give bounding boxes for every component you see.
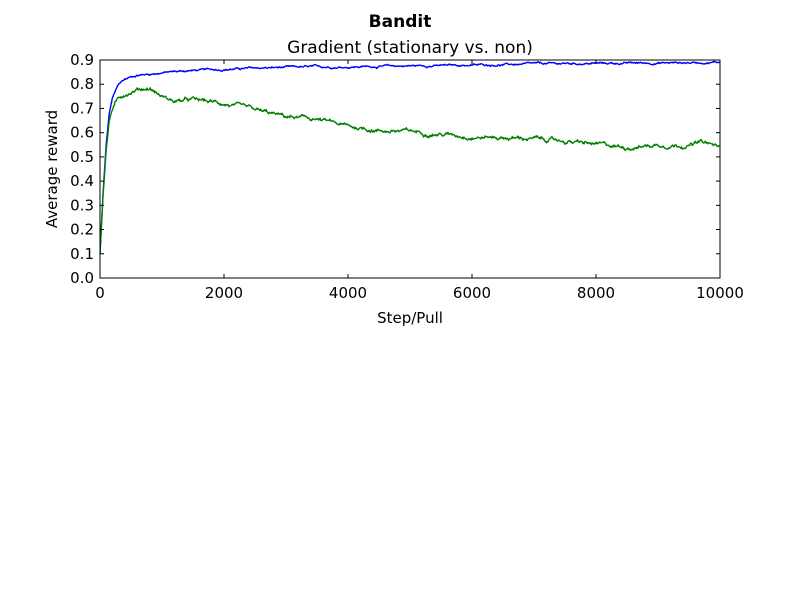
y-tick-label: 0.3 [70,196,94,214]
x-tick-label: 0 [95,284,105,302]
y-tick-label: 0.7 [70,99,94,117]
axes-frame [99,59,721,279]
y-tick-label: 0.9 [70,51,94,69]
series-line-0 [100,60,720,254]
x-axis-label: Step/Pull [377,309,443,327]
series-line-1 [100,87,720,255]
y-tick-label: 0.8 [70,75,94,93]
plot-area: 0 2000 4000 6000 8000 10000 0.00.10.20.30.40.… [70,51,744,302]
x-tick-label: 4000 [329,284,367,302]
y-axis: 0.0 0.1 0.2 0.3 0.4 0.5 0.6 0.7 0.8 0.9 [70,51,720,287]
chart-suptitle: Bandit [369,12,432,32]
y-tick-label: 0.4 [70,172,94,190]
y-tick-label: 0.6 [70,124,94,142]
y-axis-label: Average reward [43,110,61,228]
y-tick-label: 0.1 [70,245,94,263]
x-axis: 0 2000 4000 6000 8000 10000 [95,60,744,302]
x-tick-label: 6000 [453,284,491,302]
y-tick-label: 0.0 [70,269,94,287]
x-tick-label: 10000 [696,284,744,302]
y-tick-label: 0.5 [70,148,94,166]
series-layer [100,60,720,255]
y-tick-label: 0.2 [70,221,94,239]
x-tick-label: 8000 [577,284,615,302]
chart-title: Gradient (stationary vs. non) [287,38,533,58]
x-tick-label: 2000 [205,284,243,302]
